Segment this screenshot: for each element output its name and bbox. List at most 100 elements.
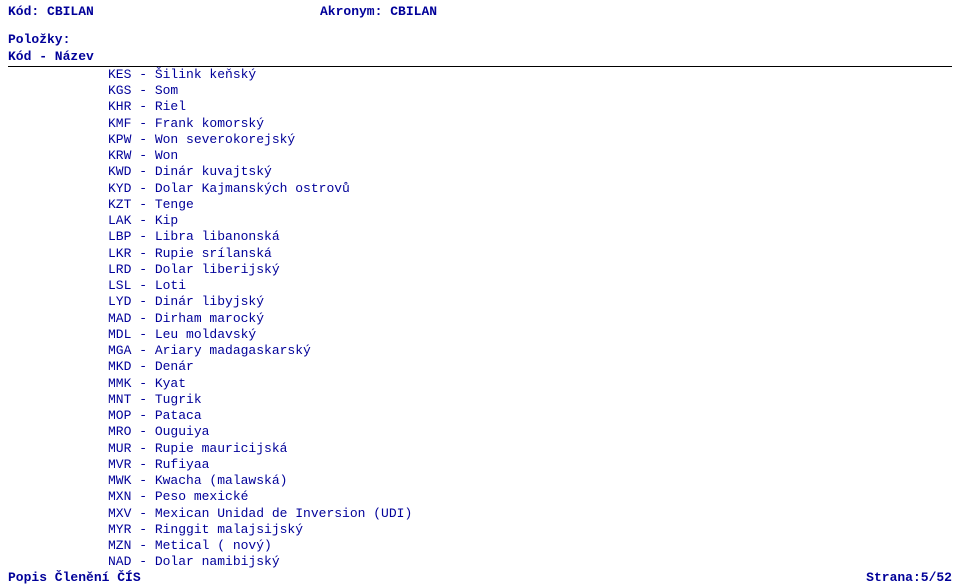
list-item: KYD - Dolar Kajmanských ostrovů — [108, 181, 952, 197]
dash: - — [131, 278, 154, 293]
currency-name: Ringgit malajsijský — [155, 522, 303, 537]
currency-name: Won — [155, 148, 178, 163]
currency-code: KYD — [108, 181, 131, 196]
dash: - — [131, 99, 154, 114]
currency-code: LRD — [108, 262, 131, 277]
dash: - — [131, 67, 154, 82]
spacer — [8, 20, 952, 32]
list-item: KGS - Som — [108, 83, 952, 99]
currency-code: MDL — [108, 327, 131, 342]
dash: - — [131, 506, 154, 521]
currency-name: Denár — [155, 359, 194, 374]
dash: - — [131, 197, 154, 212]
header-row: Kód: CBILAN Akronym: CBILAN — [8, 4, 952, 20]
currency-name: Tenge — [155, 197, 194, 212]
list-item: MWK - Kwacha (malawská) — [108, 473, 952, 489]
list-item: MUR - Rupie mauricijská — [108, 441, 952, 457]
currency-name: Leu moldavský — [155, 327, 256, 342]
dash: - — [131, 246, 154, 261]
dash: - — [131, 181, 154, 196]
dash: - — [131, 262, 154, 277]
list-item: MGA - Ariary madagaskarský — [108, 343, 952, 359]
list-item: MRO - Ouguiya — [108, 424, 952, 440]
dash: - — [131, 83, 154, 98]
currency-name: Ariary madagaskarský — [155, 343, 311, 358]
currency-name: Šilink keňský — [155, 67, 256, 82]
currency-name: Tugrik — [155, 392, 202, 407]
currency-name: Pataca — [155, 408, 202, 423]
currency-name: Ouguiya — [155, 424, 210, 439]
list-item: KZT - Tenge — [108, 197, 952, 213]
dash: - — [131, 311, 154, 326]
currency-code: MYR — [108, 522, 131, 537]
currency-code: MKD — [108, 359, 131, 374]
currency-code: MMK — [108, 376, 131, 391]
dash: - — [131, 213, 154, 228]
dash: - — [131, 408, 154, 423]
currency-name: Rupie mauricijská — [155, 441, 288, 456]
list-item: LKR - Rupie srílanská — [108, 246, 952, 262]
currency-code: LAK — [108, 213, 131, 228]
dash: - — [131, 148, 154, 163]
currency-name: Libra libanonská — [155, 229, 280, 244]
currency-name: Metical ( nový) — [155, 538, 272, 553]
currency-code: MUR — [108, 441, 131, 456]
currency-name: Frank komorský — [155, 116, 264, 131]
currency-code: KWD — [108, 164, 131, 179]
currency-name: Dolar namibijský — [155, 554, 280, 569]
currency-name: Dinár kuvajtský — [155, 164, 272, 179]
list-item: LBP - Libra libanonská — [108, 229, 952, 245]
dash: - — [131, 229, 154, 244]
list-item: KES - Šilink keňský — [108, 67, 952, 83]
list-item: MDL - Leu moldavský — [108, 327, 952, 343]
currency-name: Dolar liberijský — [155, 262, 280, 277]
dash: - — [131, 116, 154, 131]
list-item: MXV - Mexican Unidad de Inversion (UDI) — [108, 506, 952, 522]
currency-name: Rupie srílanská — [155, 246, 272, 261]
list-item: KPW - Won severokorejský — [108, 132, 952, 148]
currency-name: Peso mexické — [155, 489, 249, 504]
dash: - — [131, 376, 154, 391]
currency-code: MXV — [108, 506, 131, 521]
list-item: LRD - Dolar liberijský — [108, 262, 952, 278]
currency-code: MZN — [108, 538, 131, 553]
currency-code: KMF — [108, 116, 131, 131]
dash: - — [131, 522, 154, 537]
currency-name: Som — [155, 83, 178, 98]
kod-value: CBILAN — [47, 4, 94, 19]
currency-name: Riel — [155, 99, 186, 114]
currency-code: KES — [108, 67, 131, 82]
list-item: LAK - Kip — [108, 213, 952, 229]
currency-code: KRW — [108, 148, 131, 163]
currency-code: LKR — [108, 246, 131, 261]
list-item: MNT - Tugrik — [108, 392, 952, 408]
currency-code: MWK — [108, 473, 131, 488]
list-item: MMK - Kyat — [108, 376, 952, 392]
polozky-label: Položky: — [8, 32, 952, 48]
currency-code: MAD — [108, 311, 131, 326]
akronym-label: Akronym: — [320, 4, 382, 19]
currency-name: Kwacha (malawská) — [155, 473, 288, 488]
footer: Popis Členění ČÍS Strana:5/52 — [8, 570, 952, 586]
list-item: LYD - Dinár libyjský — [108, 294, 952, 310]
dash: - — [131, 424, 154, 439]
dash: - — [131, 359, 154, 374]
footer-right: Strana:5/52 — [866, 570, 952, 586]
dash: - — [131, 441, 154, 456]
list-item: NAD - Dolar namibijský — [108, 554, 952, 570]
header-kod: Kód: CBILAN — [8, 4, 94, 20]
currency-code: LSL — [108, 278, 131, 293]
dash: - — [131, 327, 154, 342]
kod-label: Kód: — [8, 4, 39, 19]
list-item: MZN - Metical ( nový) — [108, 538, 952, 554]
list-item: MOP - Pataca — [108, 408, 952, 424]
currency-name: Kyat — [155, 376, 186, 391]
currency-name: Kip — [155, 213, 178, 228]
akronym-value: CBILAN — [390, 4, 437, 19]
currency-list: KES - Šilink keňskýKGS - SomKHR - RielKM… — [8, 67, 952, 571]
list-item: LSL - Loti — [108, 278, 952, 294]
list-item: MKD - Denár — [108, 359, 952, 375]
list-item: KMF - Frank komorský — [108, 116, 952, 132]
list-item: KHR - Riel — [108, 99, 952, 115]
currency-code: MRO — [108, 424, 131, 439]
